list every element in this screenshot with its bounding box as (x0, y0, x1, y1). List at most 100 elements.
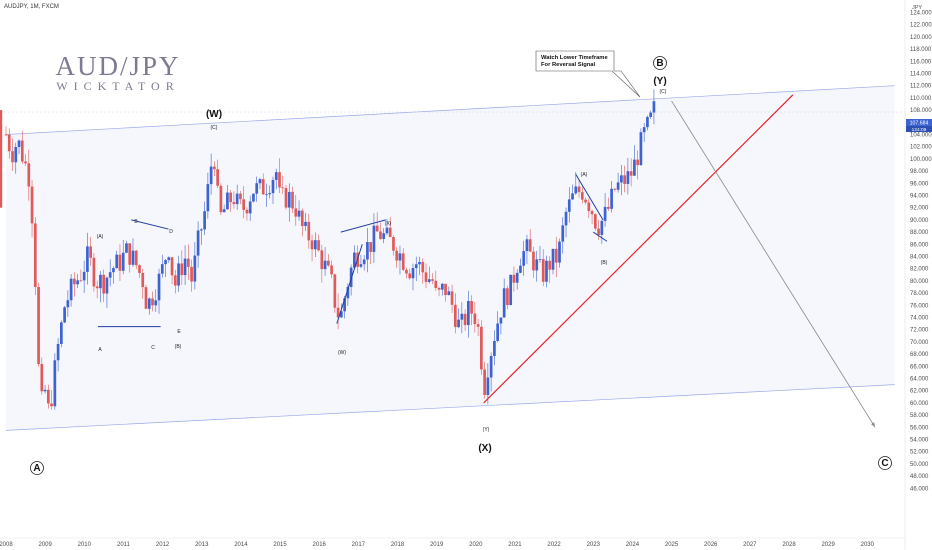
candle-body (235, 193, 239, 205)
wave-w-label: (W) (206, 109, 222, 120)
price-tick-label: 100.000 (910, 157, 932, 163)
candle-body (186, 258, 190, 267)
price-tick-label: 116.000 (910, 59, 932, 65)
candle-body (112, 268, 115, 273)
candle-body (30, 186, 34, 224)
candle-body (252, 193, 255, 202)
price-tick-label: 88.000 (910, 230, 929, 236)
candle-body (200, 229, 203, 231)
price-tick-label: 58.000 (910, 413, 929, 419)
time-tick-label: 2016 (313, 542, 327, 548)
candle-body (206, 184, 210, 212)
candle-body (489, 355, 493, 378)
price-tick-label: 62.000 (910, 389, 929, 395)
wave-d-minor: D (169, 229, 173, 235)
candle-body (590, 211, 594, 215)
wxy-lower-line (336, 244, 363, 324)
time-tick-label: 2028 (782, 542, 796, 548)
candle-body (541, 259, 545, 282)
candle-body (46, 389, 50, 404)
candle-body (239, 193, 242, 200)
price-tick-label: 118.000 (910, 47, 932, 53)
time-tick-label: 2008 (0, 542, 13, 548)
wave-c-label: (C) (211, 125, 218, 131)
candle-body (89, 246, 93, 258)
wave-annotations: (W) (X) (Y) (C) (C) (A) B D A C (B) E (W) (X) (Y) (A) (B… (30, 56, 892, 475)
watermark-title: AUD/JPY (55, 51, 180, 81)
candle-body (66, 300, 70, 308)
candle-body (414, 264, 418, 269)
candle-body (268, 193, 272, 195)
candle-body (525, 239, 529, 252)
candle-body (574, 186, 578, 194)
time-tick-label: 2011 (117, 542, 131, 548)
candle-body (190, 266, 193, 282)
price-tick-label: 56.000 (910, 425, 929, 431)
candle-body (646, 116, 649, 128)
price-tick-label: 112.000 (910, 84, 932, 90)
candle-body (79, 280, 83, 282)
candle-body (274, 172, 278, 180)
overlay-lines (98, 94, 876, 428)
price-tick-label: 52.000 (910, 450, 929, 456)
candle-body (610, 188, 613, 209)
candle-body (313, 240, 317, 250)
callout-line1: Watch Lower Timeframe (541, 55, 608, 61)
candle-body (499, 317, 503, 324)
price-tick-label: 46.000 (910, 486, 929, 492)
price-tick-label: 108.000 (910, 108, 932, 114)
candle-body (167, 257, 171, 261)
candle-body (102, 274, 106, 294)
wave-x-label: (X) (478, 443, 491, 454)
candle-body (616, 182, 620, 190)
price-tick-label: 94.000 (910, 194, 929, 200)
candle-body (108, 272, 112, 278)
price-tick-label: 114.000 (910, 72, 932, 78)
wxy-upper-line (340, 219, 386, 233)
time-tick-label: 2027 (743, 542, 757, 548)
candle-body (466, 300, 470, 326)
price-tick-label: 122.000 (910, 23, 932, 29)
candle-body (177, 263, 180, 286)
candle-body (434, 280, 438, 288)
time-tick-label: 2010 (78, 542, 92, 548)
candle-body (284, 188, 288, 208)
candle-body (629, 171, 633, 176)
time-tick-label: 2017 (352, 542, 366, 548)
candle-body (649, 112, 653, 117)
candle-body (173, 275, 177, 286)
wave-a-minor: (A) (97, 234, 104, 240)
candle-body (160, 264, 164, 274)
candle-body (519, 265, 522, 273)
price-channel (0, 85, 905, 431)
candle-body (431, 279, 434, 281)
candle-body (385, 227, 389, 234)
candle-body (317, 240, 320, 251)
candle-body (369, 242, 373, 252)
candle-body (567, 199, 571, 212)
candle-body (343, 298, 346, 312)
price-tick-label: 54.000 (910, 438, 929, 444)
time-tick-label: 2018 (391, 542, 405, 548)
red-trendline (483, 94, 794, 404)
candle-body (294, 208, 298, 217)
time-tick-label: 2022 (547, 542, 561, 548)
candle-body (147, 298, 151, 309)
candle-body (43, 389, 47, 392)
candle-body (27, 163, 31, 187)
candle-body (639, 132, 643, 166)
time-tick-label: 2030 (861, 542, 875, 548)
candle-body (7, 134, 11, 152)
candle-body (265, 194, 268, 196)
candle-body (473, 313, 477, 325)
price-tick-label: 80.000 (910, 279, 929, 285)
candle-body (580, 192, 584, 200)
wave-a-minor: A (98, 347, 102, 353)
candle-body (427, 279, 431, 282)
candle-body (232, 202, 236, 205)
channel-upper-line (5, 85, 895, 135)
candle-body (144, 287, 148, 309)
wave-c-label: (C) (660, 89, 667, 95)
candle-body (261, 179, 265, 195)
